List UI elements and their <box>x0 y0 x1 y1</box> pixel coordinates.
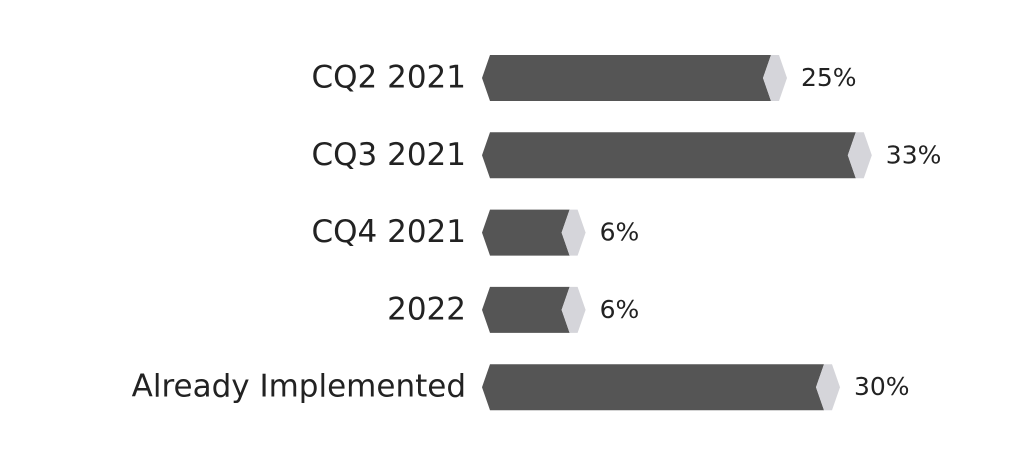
bar-body <box>482 286 570 333</box>
value-label: 6% <box>600 295 640 324</box>
bar <box>482 209 586 256</box>
bar-tip <box>816 364 840 411</box>
bar-tip <box>763 55 787 101</box>
bar <box>482 364 840 411</box>
bar-body <box>482 55 771 101</box>
category-label: CQ3 2021 <box>311 137 466 173</box>
category-label: Already Implemented <box>132 369 466 405</box>
bar-body <box>482 364 824 411</box>
value-label: 6% <box>600 218 640 247</box>
bar <box>482 132 872 179</box>
bar-tip <box>561 209 586 256</box>
value-label: 33% <box>886 140 942 169</box>
bar-tip <box>847 132 872 179</box>
category-label: 2022 <box>387 291 466 327</box>
value-label: 25% <box>801 63 857 92</box>
bar-body <box>482 209 570 256</box>
bar <box>482 55 787 101</box>
bar <box>482 286 586 333</box>
bar-body <box>482 132 856 179</box>
bar-tip <box>561 286 586 333</box>
category-label: CQ2 2021 <box>311 60 466 96</box>
value-label: 30% <box>854 372 910 401</box>
category-label: CQ4 2021 <box>311 214 466 250</box>
